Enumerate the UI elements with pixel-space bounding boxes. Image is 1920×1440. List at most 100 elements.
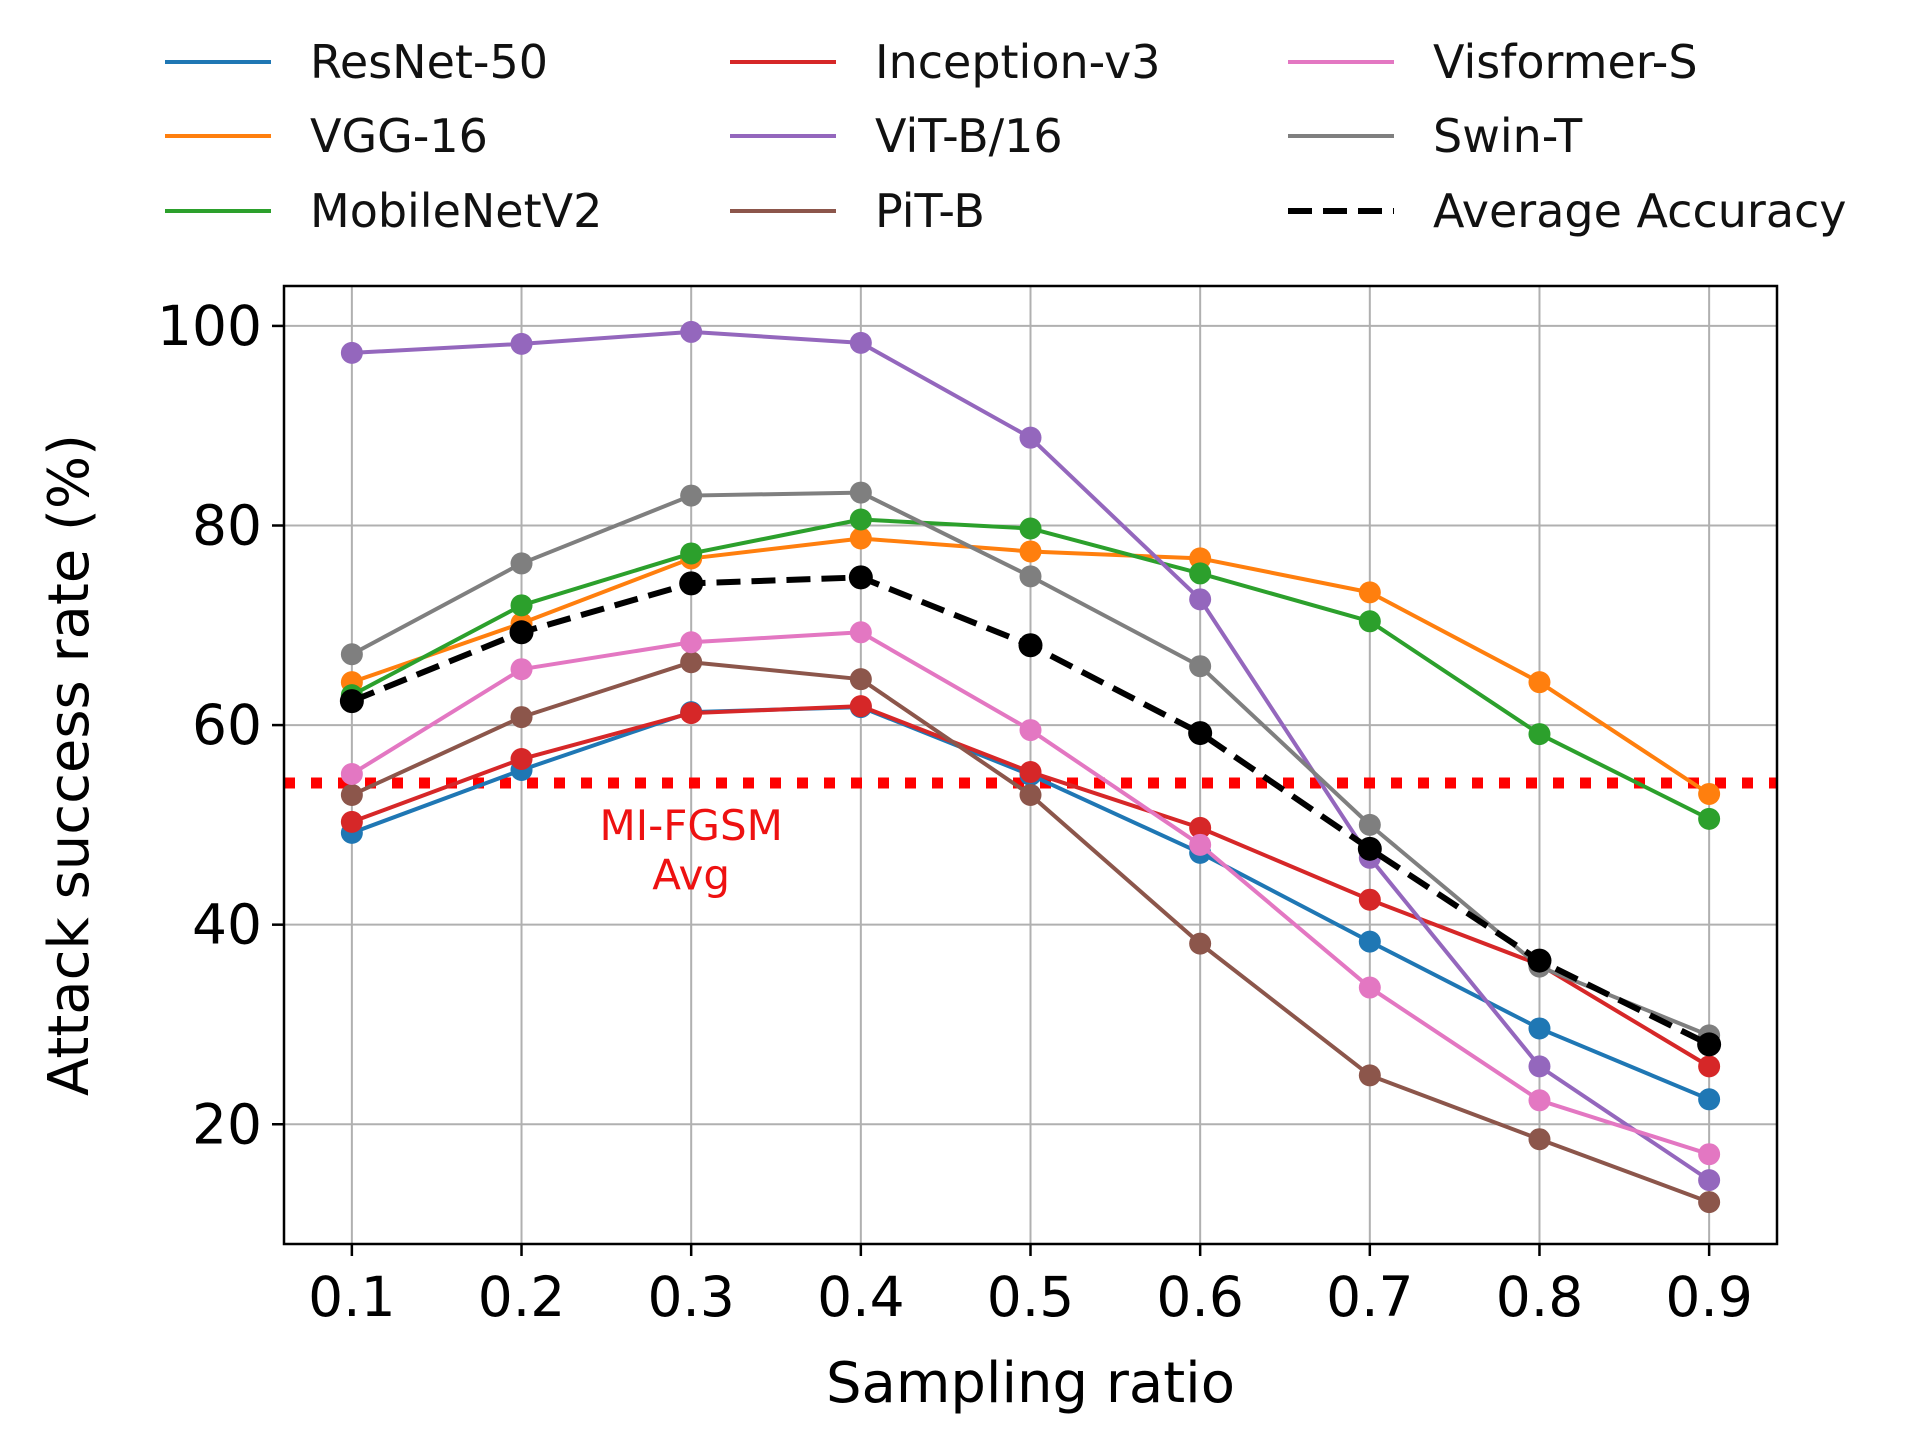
data-point [1019,426,1042,449]
legend-item: Swin-T [1288,109,1583,163]
data-point [340,810,363,833]
x-tick-label: 0.6 [1156,1265,1243,1329]
data-point [1189,833,1212,856]
data-point [680,702,703,725]
legend-label: Inception-v3 [875,35,1160,89]
y-tick-label: 40 [192,893,262,957]
data-point [1528,723,1551,746]
data-point [1358,976,1381,999]
data-point [509,620,534,645]
legend-item: Inception-v3 [730,35,1160,89]
data-point [849,668,872,691]
data-point [1019,719,1042,742]
data-point [680,484,703,507]
legend-label: Visformer-S [1433,35,1698,89]
x-tick-label: 0.9 [1665,1265,1752,1329]
data-point [1528,671,1551,694]
x-tick-label: 0.3 [647,1265,734,1329]
data-point [680,542,703,565]
data-point [1358,813,1381,836]
data-point [1019,517,1042,540]
legend-item: ResNet-50 [165,35,548,89]
data-point [510,658,533,681]
y-tick-label: 60 [192,693,262,757]
data-point [510,706,533,729]
legend-label: VGG-16 [310,109,488,163]
data-point [1189,588,1212,611]
data-point [679,571,704,596]
data-point [510,748,533,771]
data-point [1698,782,1721,805]
data-point [1019,540,1042,563]
data-point [1189,816,1212,839]
data-point [1528,1128,1551,1151]
data-point [1189,932,1212,955]
legend-item: Visformer-S [1288,35,1698,89]
data-point [848,565,873,590]
data-point [339,689,364,714]
legend-label: ViT-B/16 [875,109,1063,163]
x-tick-label: 0.7 [1326,1265,1413,1329]
y-axis-title: Attack success rate (%) [37,434,102,1096]
series-average-accuracy [339,565,1722,1057]
data-point [1357,836,1382,861]
x-axis-title: Sampling ratio [826,1351,1235,1416]
legend-label: Average Accuracy [1433,184,1847,238]
data-point [849,481,872,504]
legend-item: Average Accuracy [1288,184,1847,238]
data-point [849,527,872,550]
series-pit-b [340,651,1721,1214]
data-point [849,331,872,354]
data-point [1358,930,1381,953]
series-mobilenetv2 [340,508,1721,830]
data-point [849,508,872,531]
x-tick-label: 0.8 [1496,1265,1583,1329]
series-vit-b-16 [340,320,1721,1192]
data-point [1358,888,1381,911]
data-point [680,651,703,674]
data-point [1358,1064,1381,1087]
data-point [1698,1191,1721,1214]
data-point [680,631,703,654]
legend: ResNet-50 VGG-16 MobileNetV2 Inception-v3 Vi… [165,35,1847,238]
legend-item: PiT-B [730,184,985,238]
data-point [1358,581,1381,604]
y-tick-label: 20 [192,1092,262,1156]
legend-label: ResNet-50 [310,35,548,89]
legend-label: PiT-B [875,184,985,238]
x-tick-label: 0.5 [987,1265,1074,1329]
legend-item: MobileNetV2 [165,184,602,238]
x-tick-label: 0.1 [308,1265,395,1329]
data-point [1698,1088,1721,1111]
legend-item: VGG-16 [165,109,488,163]
data-point [1527,948,1552,973]
legend-item: ViT-B/16 [730,109,1063,163]
x-tick-label: 0.2 [478,1265,565,1329]
data-point [340,762,363,785]
annotation-text: Avg [652,851,730,900]
data-point [1189,562,1212,585]
data-point [340,643,363,666]
data-point [1698,1143,1721,1166]
data-point [1528,1017,1551,1040]
data-point [510,594,533,617]
data-point [1698,1055,1721,1078]
data-point [1019,783,1042,806]
tick-layer: 0.1 0.2 0.3 0.4 0.5 0.6 0.7 0.8 0.9 20 40 60 80 100 [157,294,1753,1329]
data-point [1358,610,1381,633]
data-point [510,332,533,355]
data-point [340,783,363,806]
data-point [510,552,533,575]
data-point [1698,1169,1721,1192]
data-point [340,341,363,364]
legend-label: MobileNetV2 [310,184,602,238]
x-tick-label: 0.4 [817,1265,904,1329]
data-point [1528,1055,1551,1078]
data-point [1528,1089,1551,1112]
y-tick-label: 80 [192,494,262,558]
series-visformer-s [340,621,1721,1166]
y-tick-label: 100 [157,294,262,358]
